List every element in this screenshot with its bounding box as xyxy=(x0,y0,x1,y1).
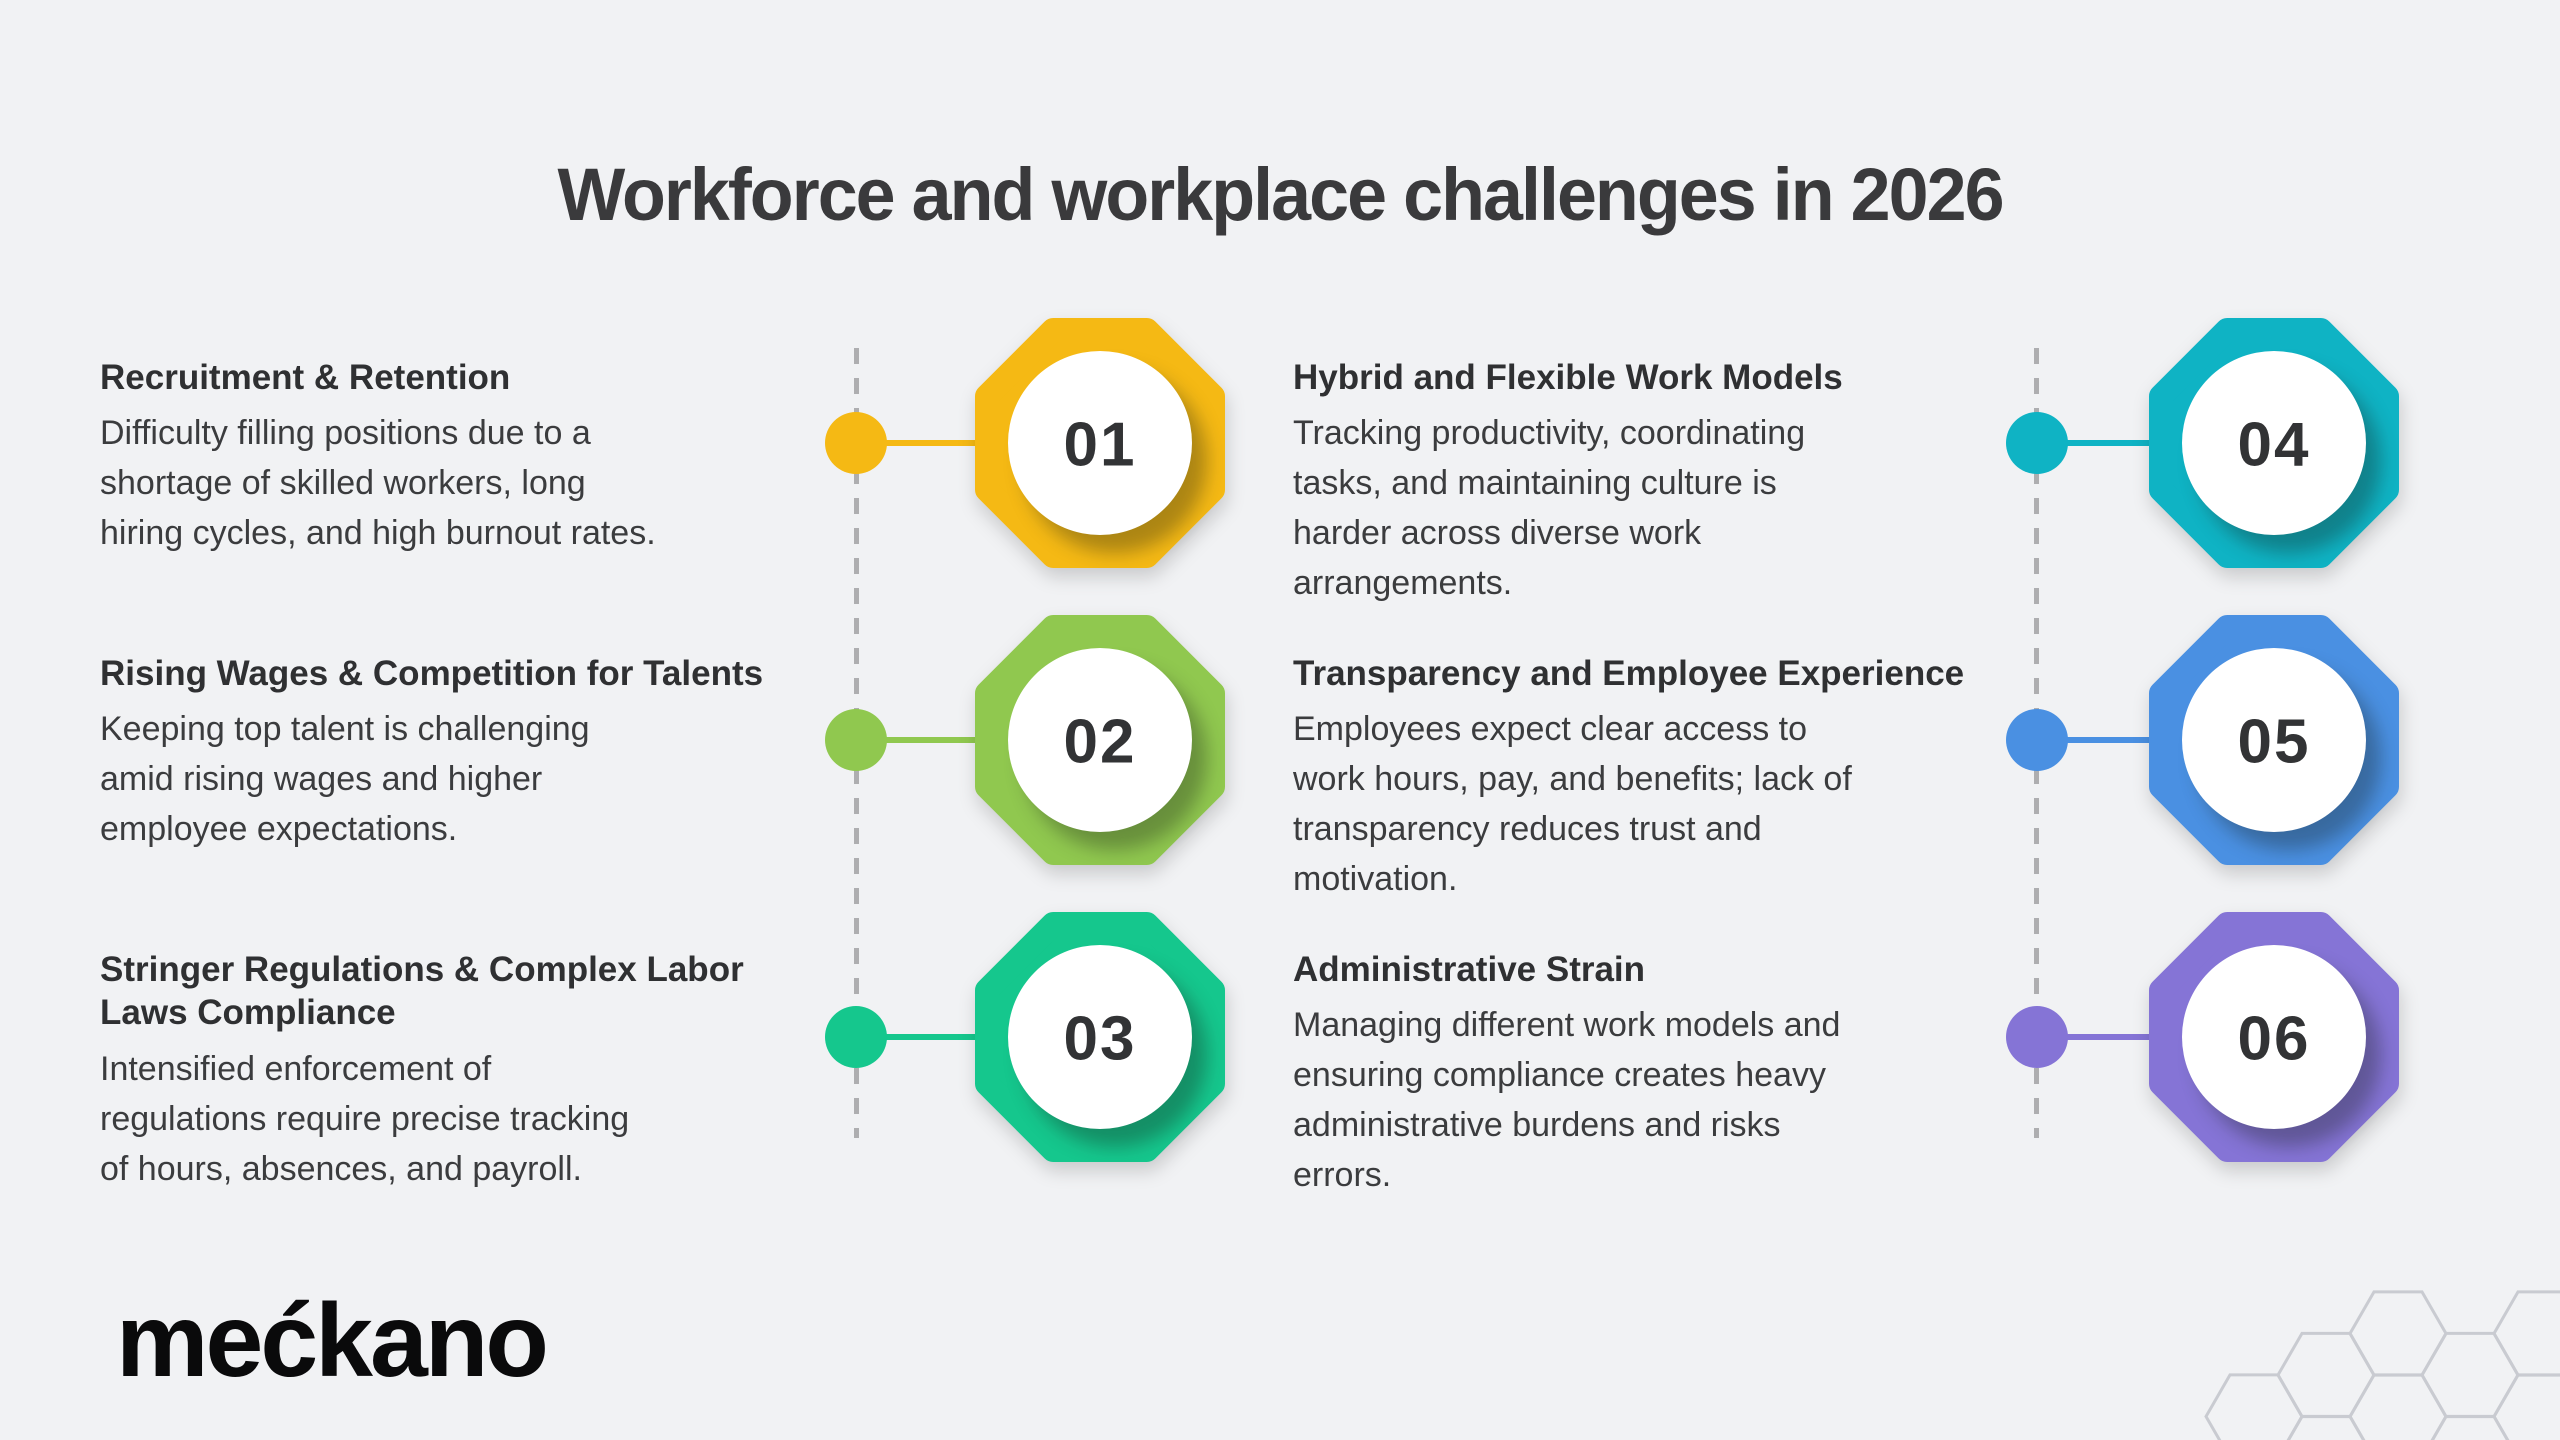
connector-4 xyxy=(2006,412,2151,474)
body-line: Keeping top talent is challenging xyxy=(100,710,590,749)
step-number: 05 xyxy=(2238,707,2311,776)
hexagon-outline xyxy=(2276,1331,2376,1419)
challenge-4-title: Hybrid and Flexible Work Models xyxy=(1293,356,2023,399)
challenge-5-description: Employees expect clear access to work ho… xyxy=(1293,705,2023,905)
body-line: arrangements. xyxy=(1293,564,1513,603)
hexagon-outline xyxy=(2348,1373,2448,1440)
body-line: shortage of skilled workers, long xyxy=(100,464,586,503)
body-line: administrative burdens and risks xyxy=(1293,1106,1781,1145)
badge-octagon-6: 06 xyxy=(2149,912,2399,1162)
timeline-dot xyxy=(825,1006,887,1068)
body-line: amid rising wages and higher xyxy=(100,760,543,799)
challenge-4-description: Tracking productivity, coordinating task… xyxy=(1293,409,2023,609)
challenge-6-title: Administrative Strain xyxy=(1293,948,2023,991)
body-line: Managing different work models and xyxy=(1293,1006,1841,1045)
body-line: hiring cycles, and high burnout rates. xyxy=(100,514,656,553)
step-number: 04 xyxy=(2238,410,2311,479)
body-line: transparency reduces trust and xyxy=(1293,810,1762,849)
title-line: Rising Wages & Competition for Talents xyxy=(100,654,764,693)
hexagon-outline xyxy=(2348,1290,2448,1377)
connector-3 xyxy=(825,1006,978,1068)
connector-2 xyxy=(825,709,978,771)
challenge-item-6: Administrative Strain Managing different… xyxy=(1293,948,2023,1201)
step-number: 06 xyxy=(2238,1004,2311,1073)
body-line: ensuring compliance creates heavy xyxy=(1293,1056,1826,1095)
badge-octagon-1: 01 xyxy=(975,318,1225,568)
timeline-dot xyxy=(2006,709,2068,771)
challenge-item-1: Recruitment & Retention Difficulty filli… xyxy=(100,356,830,559)
title-line: Recruitment & Retention xyxy=(100,358,511,397)
body-line: of hours, absences, and payroll. xyxy=(100,1149,582,1188)
timeline-dot xyxy=(825,412,887,474)
challenge-item-4: Hybrid and Flexible Work Models Tracking… xyxy=(1293,356,2023,609)
connector-6 xyxy=(2006,1006,2151,1068)
challenge-3-title: Stringer Regulations & Complex Labor Law… xyxy=(100,948,830,1035)
body-line: Difficulty filling positions due to a xyxy=(100,414,591,453)
body-line: motivation. xyxy=(1293,860,1458,899)
timeline-dot xyxy=(825,709,887,771)
hexagon-outline xyxy=(2204,1373,2304,1440)
badge-octagon-2: 02 xyxy=(975,615,1225,865)
number-circle xyxy=(1008,648,1192,832)
hexagon-outline xyxy=(2492,1373,2560,1440)
title-line: Transparency and Employee Experience xyxy=(1293,654,1965,693)
challenge-3-description: Intensified enforcement of regulations r… xyxy=(100,1045,830,1195)
challenge-6-description: Managing different work models and ensur… xyxy=(1293,1001,2023,1201)
body-line: harder across diverse work xyxy=(1293,514,1702,553)
badge-octagon-5: 05 xyxy=(2149,615,2399,865)
challenge-item-5: Transparency and Employee Experience Emp… xyxy=(1293,652,2023,905)
challenge-2-description: Keeping top talent is challenging amid r… xyxy=(100,705,830,855)
challenge-1-title: Recruitment & Retention xyxy=(100,356,830,399)
step-number: 01 xyxy=(1064,410,1137,479)
number-circle xyxy=(1008,945,1192,1129)
hexagon-pattern xyxy=(2204,1290,2560,1440)
title-line: Administrative Strain xyxy=(1293,950,1646,989)
number-circle xyxy=(2182,351,2366,535)
challenge-item-2: Rising Wages & Competition for Talents K… xyxy=(100,652,830,855)
body-line: Tracking productivity, coordinating xyxy=(1293,414,1806,453)
hexagon-outline xyxy=(2420,1331,2520,1419)
connector-1 xyxy=(825,412,978,474)
body-line: Intensified enforcement of xyxy=(100,1049,492,1088)
hexagon-outline xyxy=(2420,1414,2520,1440)
challenge-2-title: Rising Wages & Competition for Talents xyxy=(100,652,830,695)
step-number: 02 xyxy=(1064,707,1137,776)
step-number: 03 xyxy=(1064,1004,1137,1073)
connector-5 xyxy=(2006,709,2151,771)
hexagon-outline xyxy=(2492,1290,2560,1377)
number-circle xyxy=(2182,648,2366,832)
badge-octagon-4: 04 xyxy=(2149,318,2399,568)
title-line: Stringer Regulations & Complex Labor xyxy=(100,950,744,989)
body-line: errors. xyxy=(1293,1156,1392,1195)
body-line: regulations require precise tracking xyxy=(100,1099,630,1138)
title-line: Laws Compliance xyxy=(100,993,396,1033)
meckano-logo: mećkano xyxy=(116,1283,549,1399)
number-circle xyxy=(1008,351,1192,535)
timeline-dot xyxy=(2006,1006,2068,1068)
challenge-1-description: Difficulty filling positions due to a sh… xyxy=(100,409,830,559)
body-line: Employees expect clear access to xyxy=(1293,710,1808,749)
hexagon-outline xyxy=(2276,1414,2376,1440)
timeline-dot xyxy=(2006,412,2068,474)
title-line: Hybrid and Flexible Work Models xyxy=(1293,358,1843,397)
number-circle xyxy=(2182,945,2366,1129)
body-line: work hours, pay, and benefits; lack of xyxy=(1293,760,1852,799)
body-line: employee expectations. xyxy=(100,810,458,849)
badge-octagon-3: 03 xyxy=(975,912,1225,1162)
challenge-5-title: Transparency and Employee Experience xyxy=(1293,652,2023,695)
challenge-item-3: Stringer Regulations & Complex Labor Law… xyxy=(100,948,830,1195)
body-line: tasks, and maintaining culture is xyxy=(1293,464,1777,503)
page-title: Workforce and workplace challenges in 20… xyxy=(557,153,2004,236)
